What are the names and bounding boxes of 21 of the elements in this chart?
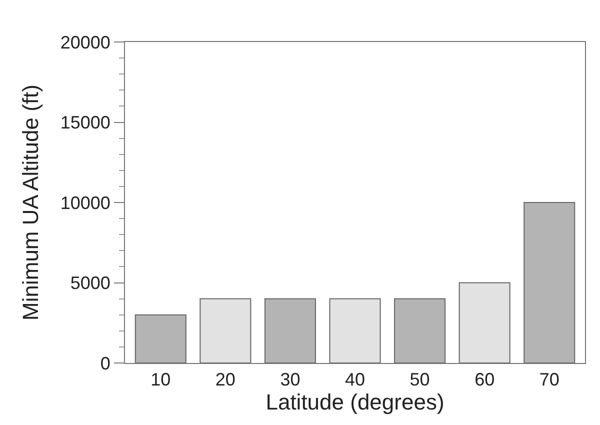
bar bbox=[264, 298, 316, 363]
bar bbox=[134, 314, 186, 363]
bar bbox=[394, 298, 446, 363]
bar bbox=[329, 298, 381, 363]
x-tick-label: 70 bbox=[539, 370, 560, 390]
bar bbox=[200, 298, 252, 363]
bar bbox=[458, 282, 510, 363]
x-axis-title: Latitude (degrees) bbox=[266, 390, 444, 415]
y-tick-label: 15000 bbox=[60, 112, 110, 133]
x-tick-label: 50 bbox=[410, 370, 430, 390]
y-axis-title: Minimum UA Altitude (ft) bbox=[18, 84, 44, 320]
x-tick-label: 60 bbox=[474, 370, 495, 390]
x-tick-label: 10 bbox=[150, 370, 171, 390]
y-tick-label: 5000 bbox=[70, 273, 110, 294]
y-tick-label: 0 bbox=[100, 353, 110, 374]
bar bbox=[524, 202, 576, 363]
x-tick-label: 20 bbox=[215, 370, 236, 390]
y-tick-label: 10000 bbox=[60, 192, 110, 213]
y-tick-label: 20000 bbox=[60, 32, 110, 52]
x-tick-label: 40 bbox=[344, 370, 366, 390]
x-tick-label: 30 bbox=[280, 370, 300, 390]
